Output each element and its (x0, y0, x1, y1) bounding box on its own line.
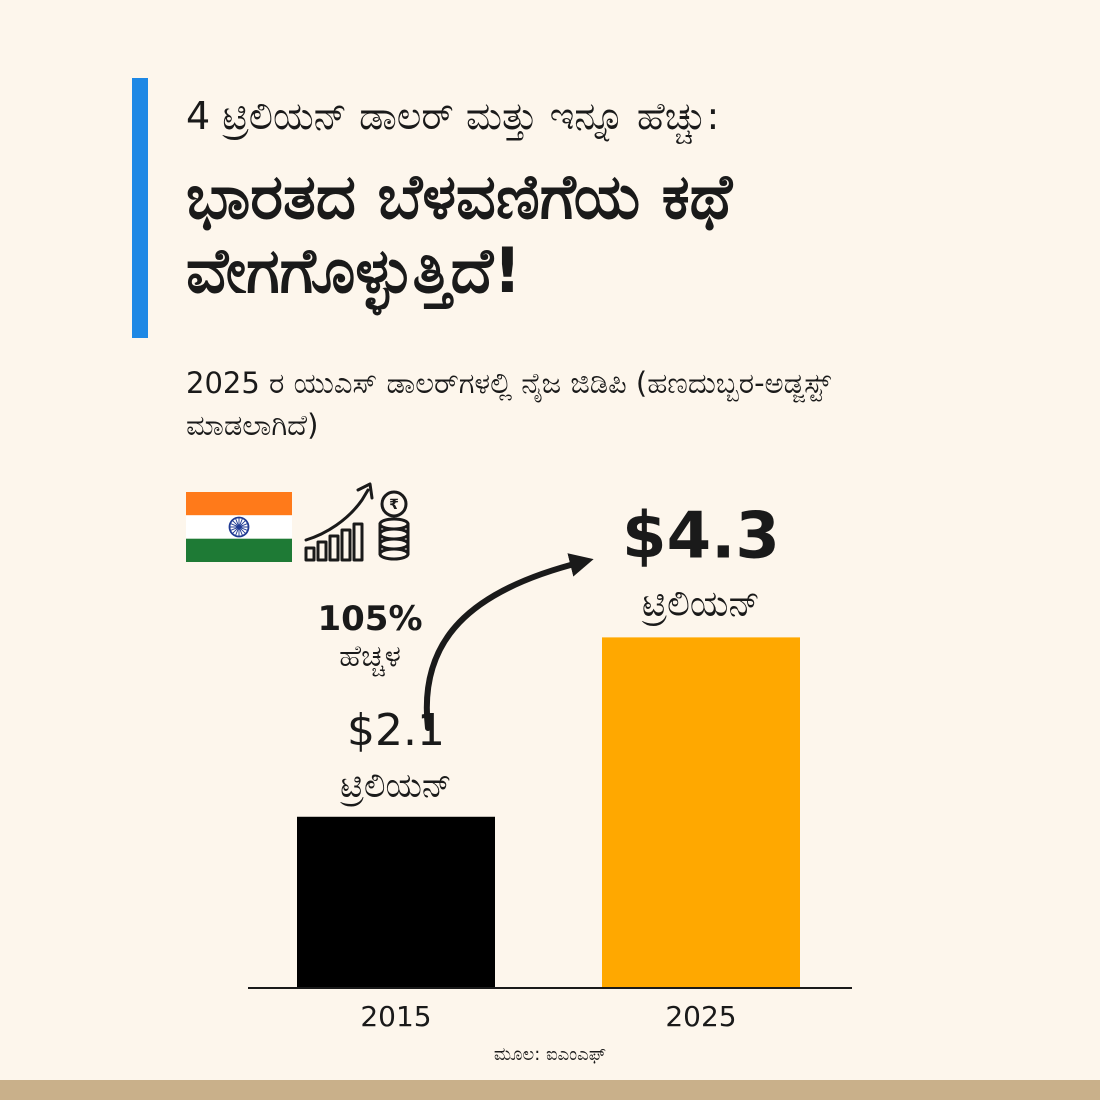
x-tick-2015: 2015 (360, 1000, 431, 1033)
bar-2025 (602, 637, 800, 988)
page-title: ಭಾರತದ ಬೆಳವಣಿಗೆಯ ಕಥೆ ವೇಗಗೊಳ್ಳುತ್ತಿದೆ! (186, 160, 733, 308)
title-accent-bar (132, 78, 148, 338)
value-label-2025: $4.3 (622, 499, 780, 573)
curved-arrow-icon (423, 553, 594, 731)
x-tick-2025: 2025 (665, 1000, 736, 1033)
india-flag-icon (186, 492, 292, 562)
bar-2015 (297, 816, 495, 988)
growth-percent: 105% (317, 599, 423, 639)
unit-label-2025: ಟ್ರಿಲಿಯನ್ (641, 583, 760, 625)
source-note: ಮೂಲ: ಐಎಂಎಫ್ (493, 1044, 607, 1065)
unit-label-2015: ಟ್ರಿಲಿಯನ್ (340, 766, 452, 807)
growth-label: 105% ಹೆಚ್ಚಳ (300, 599, 440, 675)
footer-band (0, 1080, 1100, 1100)
rupee-growth-chart-icon: ₹ (304, 482, 410, 562)
chart-subtitle: 2025 ರ ಯುಎಸ್ ಡಾಲರ್‌ಗಳಲ್ಲಿ ನೈಜ ಜಿಡಿಪಿ (ಹಣ… (186, 366, 831, 443)
title-kicker: 4 ಟ್ರಿಲಿಯನ್ ಡಾಲರ್ ಮತ್ತು ಇನ್ನೂ ಹೆಚ್ಚು: (186, 94, 720, 138)
growth-word: ಹೆಚ್ಚಳ (339, 639, 401, 675)
svg-text:₹: ₹ (389, 497, 399, 513)
value-label-2015: $2.1 (347, 705, 445, 756)
